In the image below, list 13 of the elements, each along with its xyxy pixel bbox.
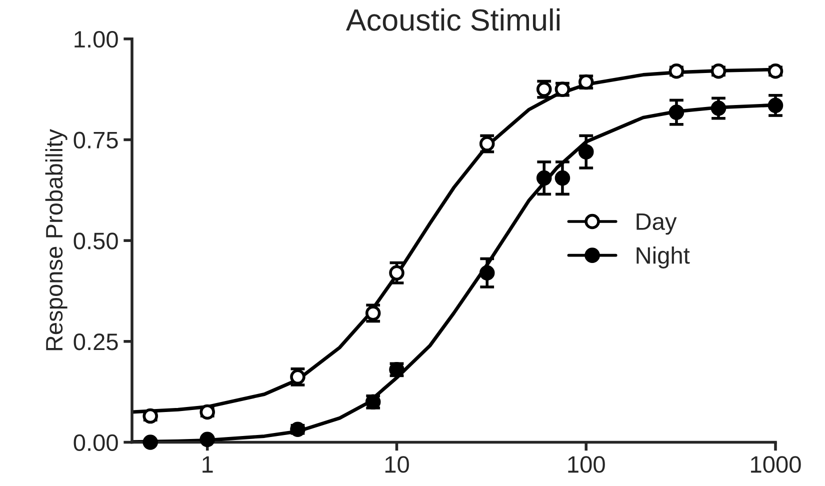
x-tick-label: 1000 (751, 456, 801, 473)
legend-label: Day (636, 214, 677, 235)
chart-title: Acoustic Stimuli (346, 8, 560, 31)
x-tick-label: 100 (568, 456, 605, 473)
legend-label: Night (636, 246, 690, 268)
y-tick-label: 1.00 (74, 30, 118, 48)
y-tick-label: 0.75 (74, 132, 118, 149)
y-tick-label: 0.00 (74, 434, 118, 452)
x-tick-label: 1 (202, 456, 213, 473)
y-tick-label: 0.25 (74, 333, 118, 350)
y-tick-label: 0.50 (74, 232, 118, 250)
x-tick-label: 10 (385, 456, 409, 473)
y-axis-title: Response Probability (45, 129, 68, 350)
